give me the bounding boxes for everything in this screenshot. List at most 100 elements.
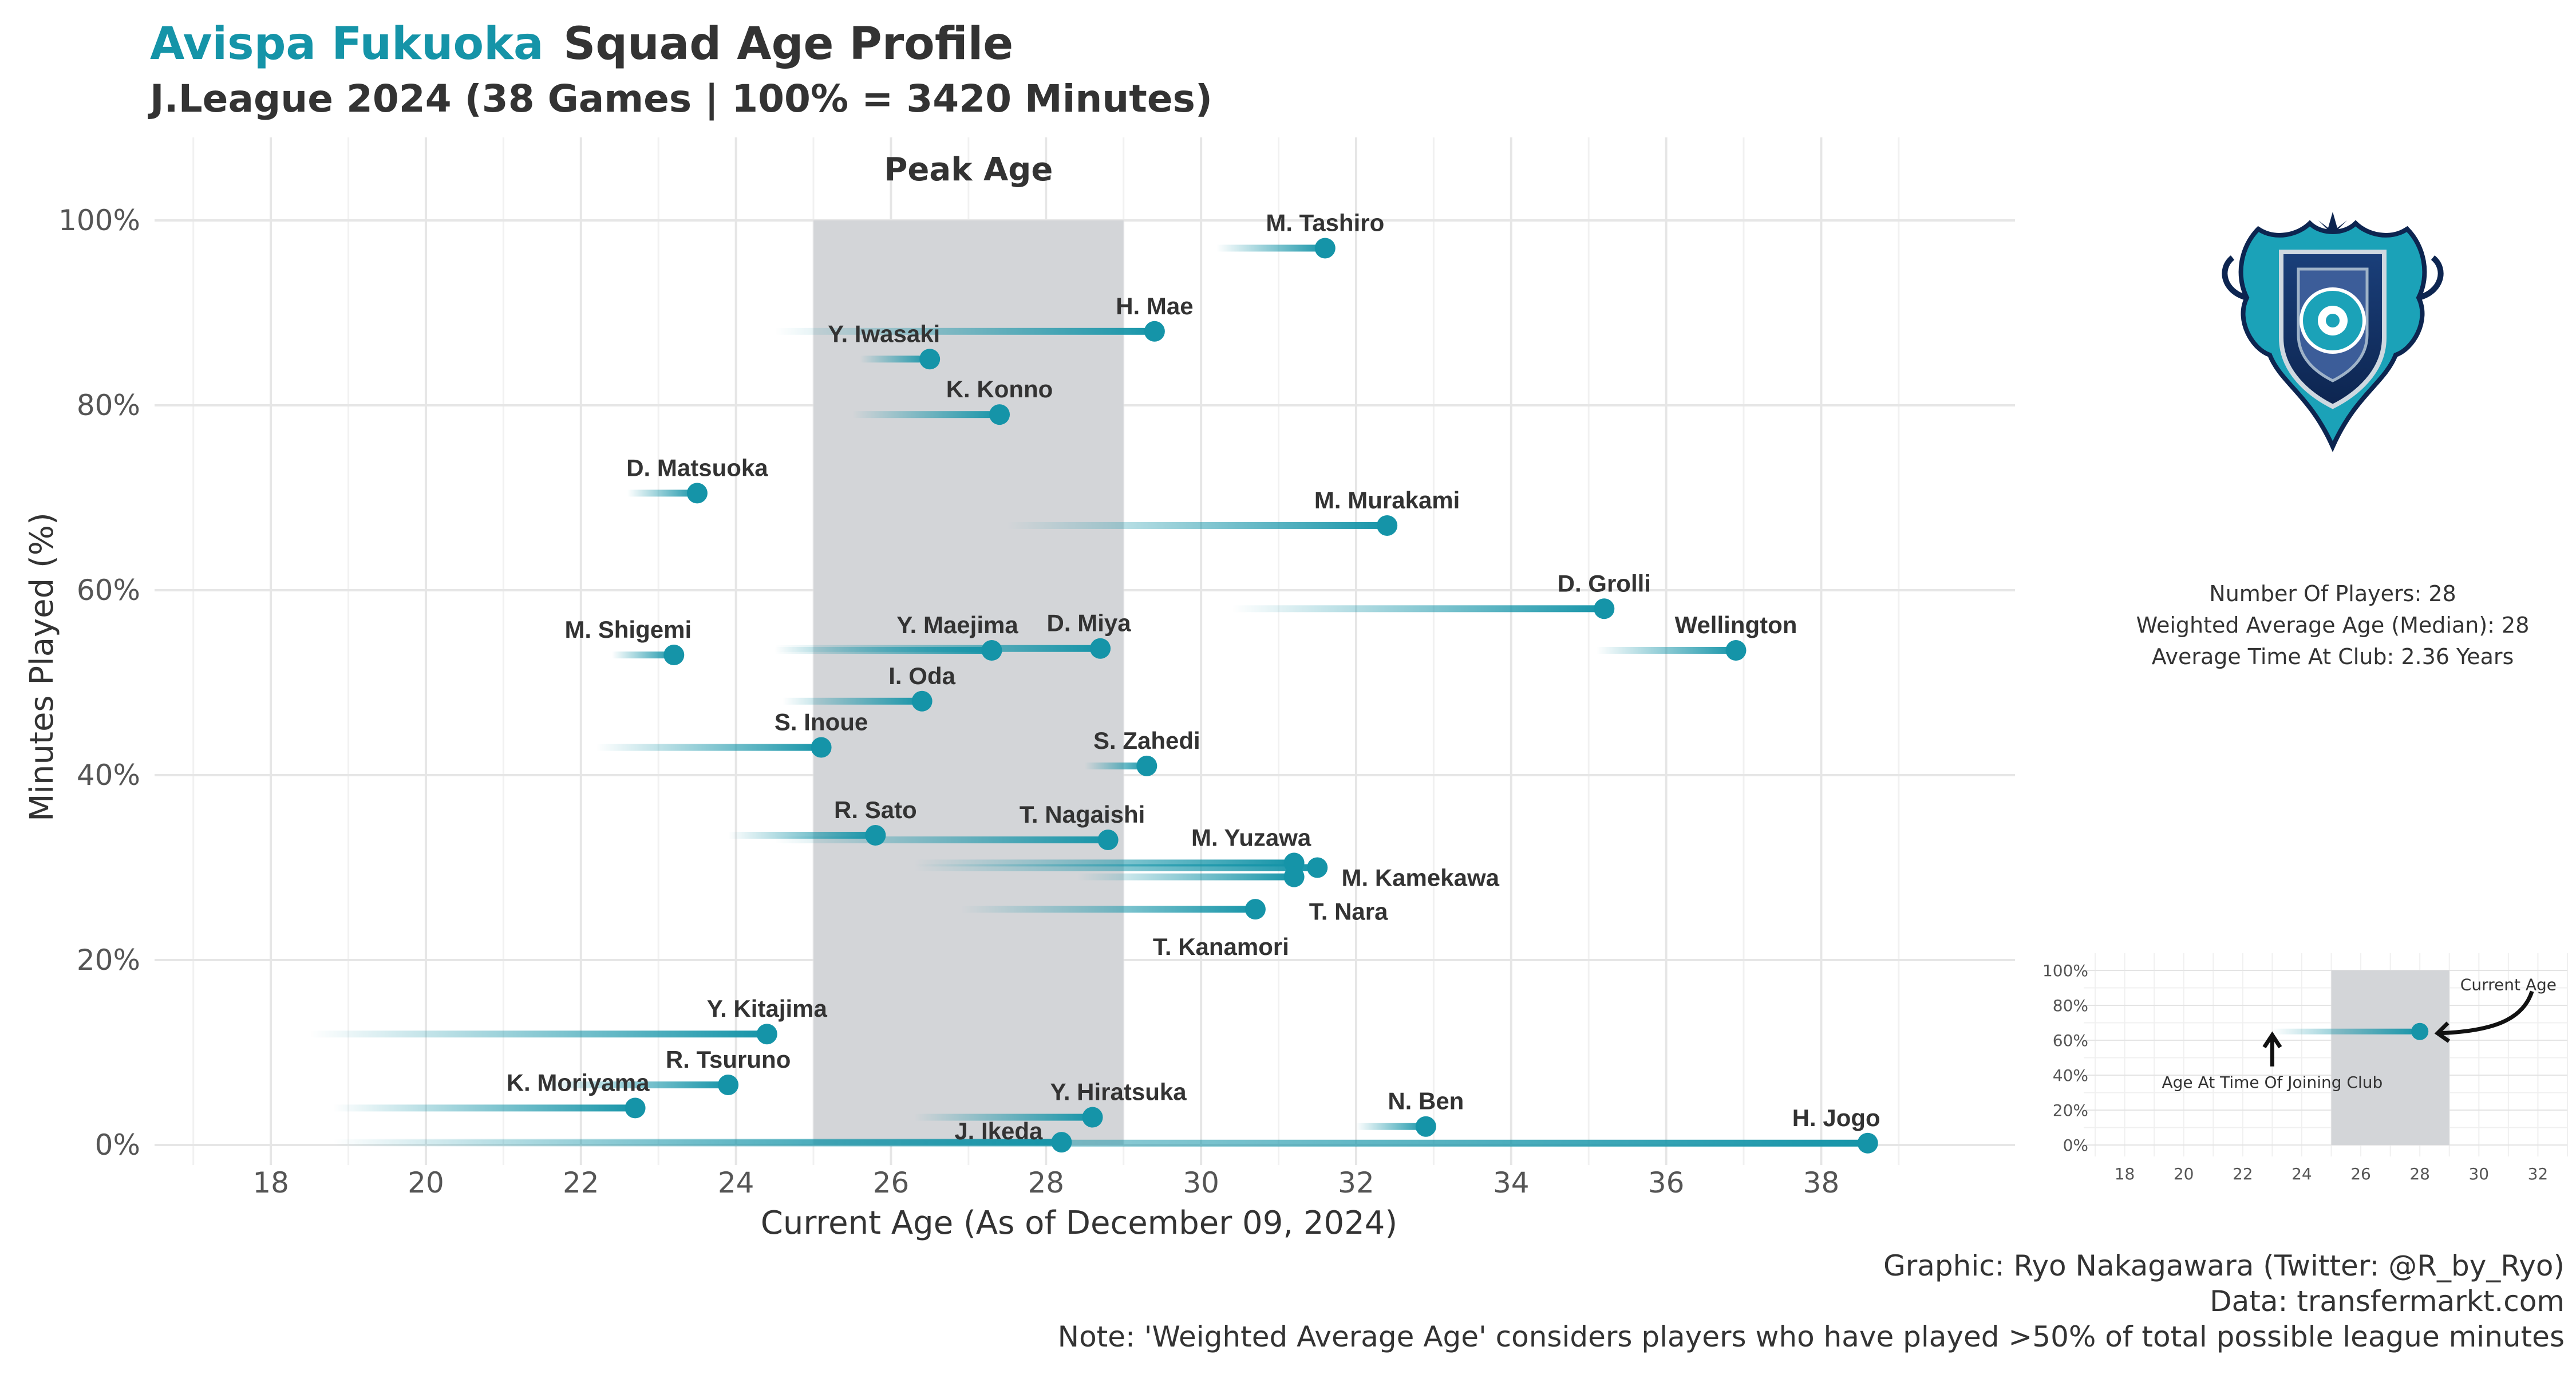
legend-point: [2411, 1022, 2429, 1040]
player-label: I. Oda: [888, 662, 955, 689]
player-label: S. Zahedi: [1093, 727, 1200, 754]
legend-x-tick: 18: [2115, 1164, 2135, 1183]
player-mark: Y. Hiratsuka: [914, 1079, 1187, 1128]
x-tick-label: 36: [1648, 1166, 1685, 1199]
tenure-bar: [914, 1114, 1093, 1121]
player-label: T. Nagaishi: [1020, 801, 1145, 828]
y-tick-label: 0%: [95, 1128, 140, 1162]
legend-x-tick: 30: [2468, 1164, 2489, 1183]
legend-joined-label: Age At Time Of Joining Club: [2162, 1073, 2383, 1092]
player-label: K. Moriyama: [507, 1069, 650, 1096]
player-mark: K. Konno: [852, 376, 1053, 425]
player-mark: H. Mae: [775, 293, 1194, 342]
x-tick-label: 30: [1183, 1166, 1219, 1199]
tenure-bar: [309, 1030, 767, 1038]
tenure-bar: [860, 356, 930, 363]
legend-x-tick: 22: [2233, 1164, 2253, 1183]
tenure-bar: [333, 1104, 635, 1112]
legend-arrowhead: [2262, 1031, 2282, 1049]
player-mark: M. Tashiro: [1216, 209, 1384, 259]
title-rest: Squad Age Profile: [563, 18, 1013, 70]
legend-x-tick: 26: [2350, 1164, 2371, 1183]
caption-note: Note: 'Weighted Average Age' considers p…: [1058, 1320, 2565, 1353]
y-tick-label: 100%: [58, 204, 140, 237]
legend-x-tick: 20: [2174, 1164, 2194, 1183]
y-axis-ticks: 0% 20% 40% 60% 80% 100%: [58, 204, 140, 1162]
x-axis-ticks: 18 20 22 24 26 28 30 32 34 36 38: [252, 1166, 1839, 1199]
x-tick-label: 26: [873, 1166, 910, 1199]
y-tick-label: 80%: [77, 389, 140, 422]
tenure-bar: [596, 744, 821, 751]
player-label: R. Tsuruno: [666, 1046, 791, 1073]
peak-age-label: Peak Age: [884, 151, 1053, 188]
y-tick-label: 20%: [77, 943, 140, 977]
y-axis-title: Minutes Played (%): [23, 512, 61, 822]
x-tick-label: 28: [1028, 1166, 1064, 1199]
x-tick-label: 32: [1338, 1166, 1374, 1199]
tenure-bar: [1077, 873, 1294, 881]
tenure-bar: [782, 697, 922, 705]
player-mark: Y. Maejima: [775, 611, 1018, 661]
legend-x-tick: 32: [2528, 1164, 2549, 1183]
stat-number-of-players: Number Of Players: 28: [2209, 581, 2456, 606]
player-mark: T. Nara: [1077, 866, 1388, 925]
legend-current-age-label: Current Age: [2460, 975, 2557, 994]
y-tick-label: 40%: [77, 759, 140, 792]
player-point: [1415, 1116, 1436, 1137]
tenure-bar: [775, 327, 1155, 335]
player-mark: H. Jogo: [333, 1104, 1880, 1154]
player-label: D. Grolli: [1558, 570, 1651, 597]
tenure-bar: [961, 906, 1255, 913]
x-tick-label: 34: [1493, 1166, 1530, 1199]
player-mark: Y. Kitajima: [309, 995, 828, 1045]
player-point: [718, 1075, 739, 1096]
player-mark: D. Miya: [775, 610, 1131, 659]
legend-arrowhead: [2434, 1021, 2451, 1043]
player-mark: D. Matsuoka: [626, 454, 768, 504]
tenure-bar: [1007, 522, 1388, 529]
player-mark: J. Ikeda: [333, 1118, 1072, 1153]
legend-y-tick: 0%: [2063, 1136, 2088, 1155]
tenure-bar: [1596, 646, 1736, 654]
player-point: [1725, 639, 1747, 661]
player-mark: S. Inoue: [596, 709, 868, 758]
legend-x-tick: 24: [2291, 1164, 2312, 1183]
caption-credit: Graphic: Ryo Nakagawara (Twitter: @R_by_…: [1883, 1249, 2565, 1282]
player-label: D. Matsuoka: [626, 454, 768, 481]
tenure-bar: [611, 652, 674, 659]
player-label: M. Tashiro: [1266, 209, 1384, 236]
legend-y-tick: 40%: [2053, 1066, 2088, 1085]
player-marks: M. Tashiro H. Mae Y. Iwasaki K. Konno D. Mat…: [309, 209, 1880, 1154]
tenure-bar: [852, 411, 1000, 418]
player-label: M. Kamekawa: [1342, 864, 1500, 891]
team-name: Avispa Fukuoka: [150, 18, 544, 70]
player-point: [811, 737, 832, 758]
player-point: [1244, 899, 1266, 920]
y-tick-label: 60%: [77, 574, 140, 607]
tenure-bar: [1216, 244, 1325, 252]
player-point: [686, 483, 708, 504]
legend-y-tick: 60%: [2053, 1031, 2088, 1050]
chart-title: Avispa Fukuoka Squad Age Profile: [150, 18, 1013, 70]
player-point: [1283, 866, 1305, 887]
chart-subtitle: J.League 2024 (38 Games | 100% = 3420 Mi…: [148, 77, 1212, 121]
legend-tenure-bar: [2272, 1028, 2420, 1035]
player-mark: Wellington: [1596, 611, 1797, 661]
x-tick-label: 22: [563, 1166, 599, 1199]
tenure-bar: [914, 864, 1318, 871]
player-label: T. Kanamori: [1153, 933, 1289, 960]
player-label: T. Nara: [1309, 898, 1388, 925]
player-label: D. Miya: [1047, 610, 1132, 637]
tenure-bar: [627, 489, 697, 497]
player-label: Y. Kitajima: [707, 995, 828, 1022]
tenure-bar: [333, 1139, 1868, 1147]
x-tick-label: 18: [252, 1166, 289, 1199]
player-mark: M. Murakami: [1007, 487, 1460, 536]
legend-current-age-arrow: [2437, 990, 2534, 1036]
player-mark: N. Ben: [1356, 1088, 1464, 1137]
player-mark: S. Zahedi: [1085, 727, 1200, 776]
tenure-bar: [775, 645, 1101, 652]
legend-y-tick: 100%: [2042, 961, 2088, 980]
tenure-bar: [775, 836, 1108, 844]
tenure-bar: [1085, 762, 1147, 769]
